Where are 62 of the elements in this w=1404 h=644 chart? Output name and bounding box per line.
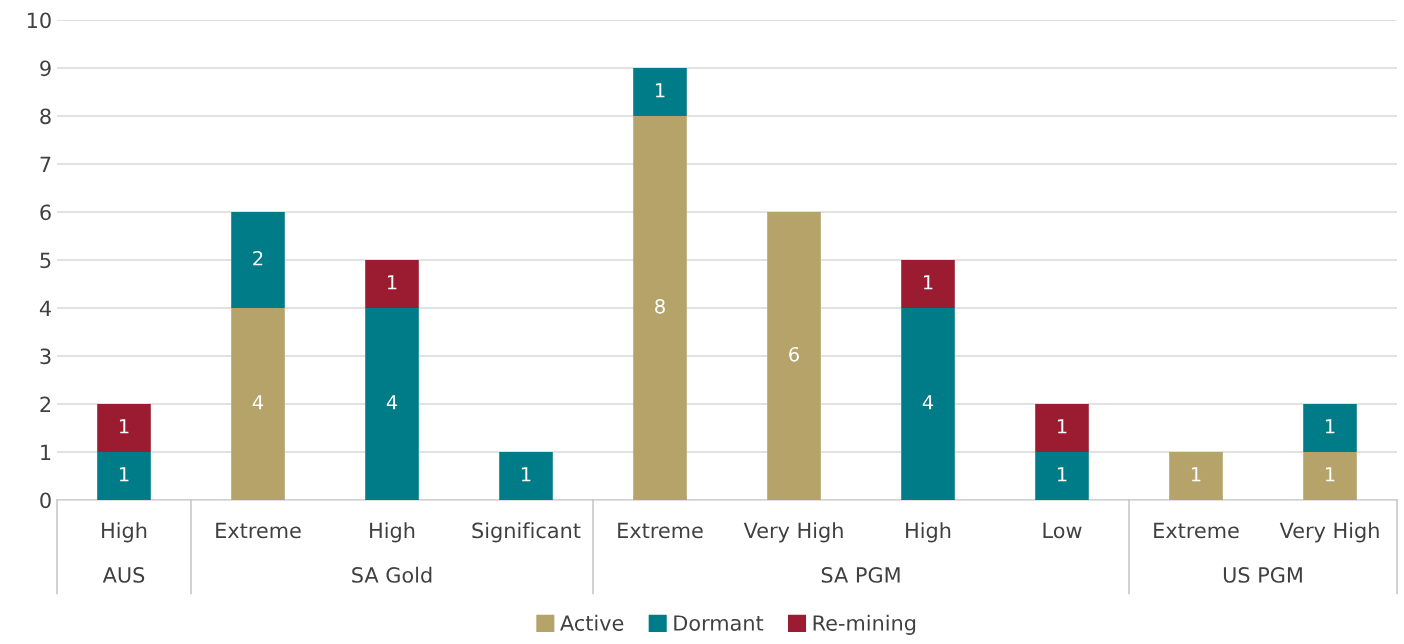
text: AUS [102,567,145,583]
data-label: 1 [1057,419,1067,434]
data-label: 1 [1325,419,1335,434]
bar [1303,452,1357,500]
data-label: 1 [923,275,933,290]
data-label: 1 [655,83,665,98]
x-tick-label: Extreme [216,522,301,539]
bar [365,308,419,500]
x-tick-label: Very High [743,522,843,543]
bar [499,452,553,500]
y-tick-label: 5 [40,252,51,269]
data-label: 1 [119,419,129,434]
data-label: 1 [1325,467,1335,482]
bar [633,116,687,500]
y-tick-label: 10 [27,12,51,29]
bar [97,452,151,500]
bar [231,308,285,500]
bar [231,212,285,308]
bar [1169,452,1223,500]
data-label: 1 [1057,467,1067,482]
y-tick-label: 8 [40,108,51,125]
y-tick-label: 6 [40,204,51,221]
legend-label: Dormant [674,615,764,631]
data-label: 4 [386,395,398,410]
y-tick-label: 3 [40,348,51,365]
data-label: 1 [521,467,531,482]
y-tick-label: 9 [40,60,51,77]
y-tick-label: 0 [40,492,51,509]
data-label: 1 [1191,467,1201,482]
legend-label: Active [560,614,624,631]
text: SA Gold [352,566,432,583]
y-tick-label: 4 [39,300,51,316]
data-label: 4 [252,395,264,410]
y-tick-label: 7 [40,156,51,172]
bar [1035,404,1089,452]
data-label: 2 [253,250,263,266]
x-tick-label: High [906,522,951,543]
x-tick-label: Low [1043,522,1082,539]
data-label: 8 [655,298,665,314]
x-tick-label: Extreme [1154,522,1239,539]
text: US PGM [1223,567,1302,583]
x-tick-label: Significant [472,522,581,543]
text: SA PGM [821,567,900,583]
x-tick-label: Very High [1279,522,1379,543]
data-label: 4 [922,395,934,410]
bar [1303,404,1357,452]
bar [901,308,955,500]
bar [97,404,151,452]
legend-label: Re-mining [813,614,916,635]
data-label: 1 [119,467,129,482]
x-tick-label: High [102,522,147,543]
bar [1035,452,1089,500]
bar [633,68,687,116]
bar [767,212,821,500]
data-label: 6 [789,346,799,362]
data-label: 1 [387,275,397,290]
x-tick-label: High [370,522,415,543]
x-tick-label: Extreme [618,522,703,539]
bar [901,260,955,308]
y-tick-label: 1 [41,444,51,460]
y-tick-label: 2 [40,396,51,412]
bar [365,260,419,308]
